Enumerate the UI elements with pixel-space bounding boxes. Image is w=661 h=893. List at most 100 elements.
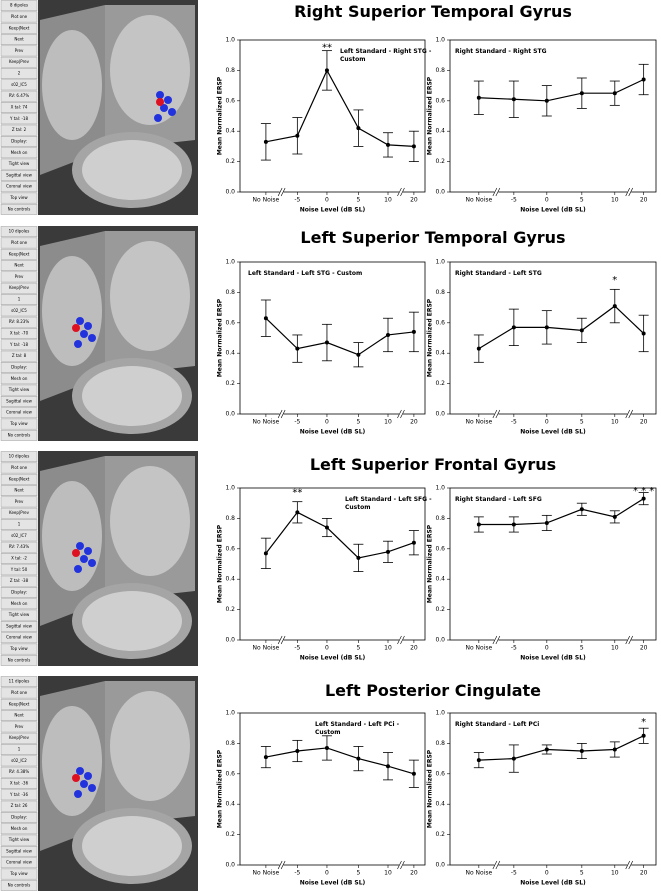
viewer-button: [0, 575, 38, 587]
y-tick-label: 0.4: [435, 350, 445, 357]
viewer-button-label: s02_IC2: [11, 758, 27, 763]
viewer-button: [0, 609, 38, 621]
x-axis-label: Noise Level (dB SL): [520, 207, 586, 214]
y-axis-label: Mean Normalized ERSP: [427, 76, 434, 155]
viewer-button: [0, 451, 38, 463]
viewer-button: [0, 530, 38, 542]
viewer-button-label: 10 dipoles: [9, 229, 30, 234]
viewer-button-label: Plot one: [11, 465, 28, 470]
viewer-button-label: 1: [18, 522, 21, 527]
y-axis-label: Mean Normalized ERSP: [427, 524, 434, 603]
x-axis-label: Noise Level (dB SL): [520, 429, 586, 436]
axis-break-gap: [279, 863, 284, 867]
viewer-button-label: 10 dipoles: [9, 454, 30, 459]
data-point: [324, 525, 329, 530]
x-tick-label: No Noise: [465, 419, 492, 426]
dipole: [80, 330, 88, 338]
viewer-button-label: Z tal: 2: [12, 127, 27, 132]
data-point: [295, 346, 300, 351]
viewer-button: [0, 316, 38, 328]
chart-inner-title: Right Standard - Left PCi: [455, 721, 540, 728]
data-point: [476, 95, 481, 100]
dipole: [156, 91, 164, 99]
plot-frame: [239, 261, 426, 415]
x-tick-label: 10: [384, 197, 392, 204]
dipole: [76, 767, 84, 775]
dipole: [80, 780, 88, 788]
axis-break: [495, 187, 501, 197]
plot-frame: [449, 261, 657, 415]
viewer-button: [0, 407, 38, 419]
x-tick-label: 20: [410, 197, 418, 204]
viewer-button: [0, 68, 38, 79]
viewer-button: [0, 732, 38, 744]
x-tick-label: -5: [511, 419, 517, 426]
y-tick-label: 0.0: [225, 189, 235, 196]
viewer-button-label: 1: [18, 297, 21, 302]
viewer-button-label: Z tal: 26: [11, 803, 28, 808]
x-tick-label: -5: [294, 419, 300, 426]
viewer-button: [0, 462, 38, 474]
data-point: [544, 520, 549, 525]
viewer-button: [0, 598, 38, 610]
viewer-button-label: Keep|Prev: [9, 285, 30, 290]
viewer-button: [0, 328, 38, 339]
data-point: [295, 510, 300, 515]
viewer-button-label: Top view: [9, 871, 28, 876]
axis-break: [397, 860, 402, 870]
viewer-button-label: Y tal: -18: [9, 116, 28, 121]
viewer-button: [0, 158, 38, 170]
x-tick-label: 0: [325, 645, 329, 652]
brain-coronal: [110, 691, 190, 801]
y-axis-label: Mean Normalized ERSP: [427, 749, 434, 828]
y-tick-label: 1.0: [435, 37, 445, 44]
viewer-button: [0, 418, 38, 430]
viewer-button: [0, 192, 38, 204]
data-point: [544, 325, 549, 330]
viewer-button-label: Prev: [15, 724, 24, 729]
y-tick-label: 1.0: [225, 485, 235, 492]
data-point: [356, 352, 361, 357]
viewer-button: [0, 868, 38, 880]
x-tick-label: 0: [545, 419, 549, 426]
axis-break: [628, 635, 633, 645]
viewer-button: [0, 203, 38, 215]
viewer-button-label: Next: [14, 263, 24, 268]
x-tick-label: 0: [325, 870, 329, 877]
y-tick-label: 0.4: [225, 801, 235, 808]
x-tick-label: 20: [410, 645, 418, 652]
data-point: [511, 756, 516, 761]
data-point: [263, 755, 268, 760]
y-tick-label: 0.2: [225, 831, 235, 838]
viewer-button: [0, 362, 38, 373]
axis-break: [280, 409, 286, 419]
viewer-button-label: s02_IC5: [11, 308, 27, 313]
axis-break-gap: [398, 190, 403, 194]
x-tick-label: 5: [356, 419, 360, 426]
axis-break: [492, 635, 498, 645]
axis-break-gap: [494, 638, 499, 642]
viewer-button: [0, 90, 38, 102]
viewer-button: [0, 294, 38, 305]
x-tick-label: -5: [294, 197, 300, 204]
axis-break-gap: [627, 863, 632, 867]
data-point: [386, 142, 390, 147]
axis-break-gap: [398, 863, 403, 867]
viewer-button-label: 11 dipoles: [9, 679, 30, 684]
x-tick-label: No Noise: [465, 645, 492, 652]
axis-break: [492, 187, 498, 197]
viewer-button: [0, 766, 38, 778]
viewer-button-label: Next: [14, 37, 24, 42]
axis-break-gap: [627, 190, 632, 194]
viewer-button: [0, 45, 38, 57]
dipole: [88, 559, 96, 567]
viewer-button: [0, 812, 38, 823]
viewer-button-label: Tight view: [8, 612, 30, 617]
y-tick-label: 0.8: [225, 67, 235, 74]
axis-break-gap: [279, 190, 284, 194]
viewer-button: [0, 271, 38, 283]
viewer-button: [0, 373, 38, 385]
viewer-button-label: Sagittal view: [6, 398, 33, 403]
data-point: [544, 98, 549, 103]
